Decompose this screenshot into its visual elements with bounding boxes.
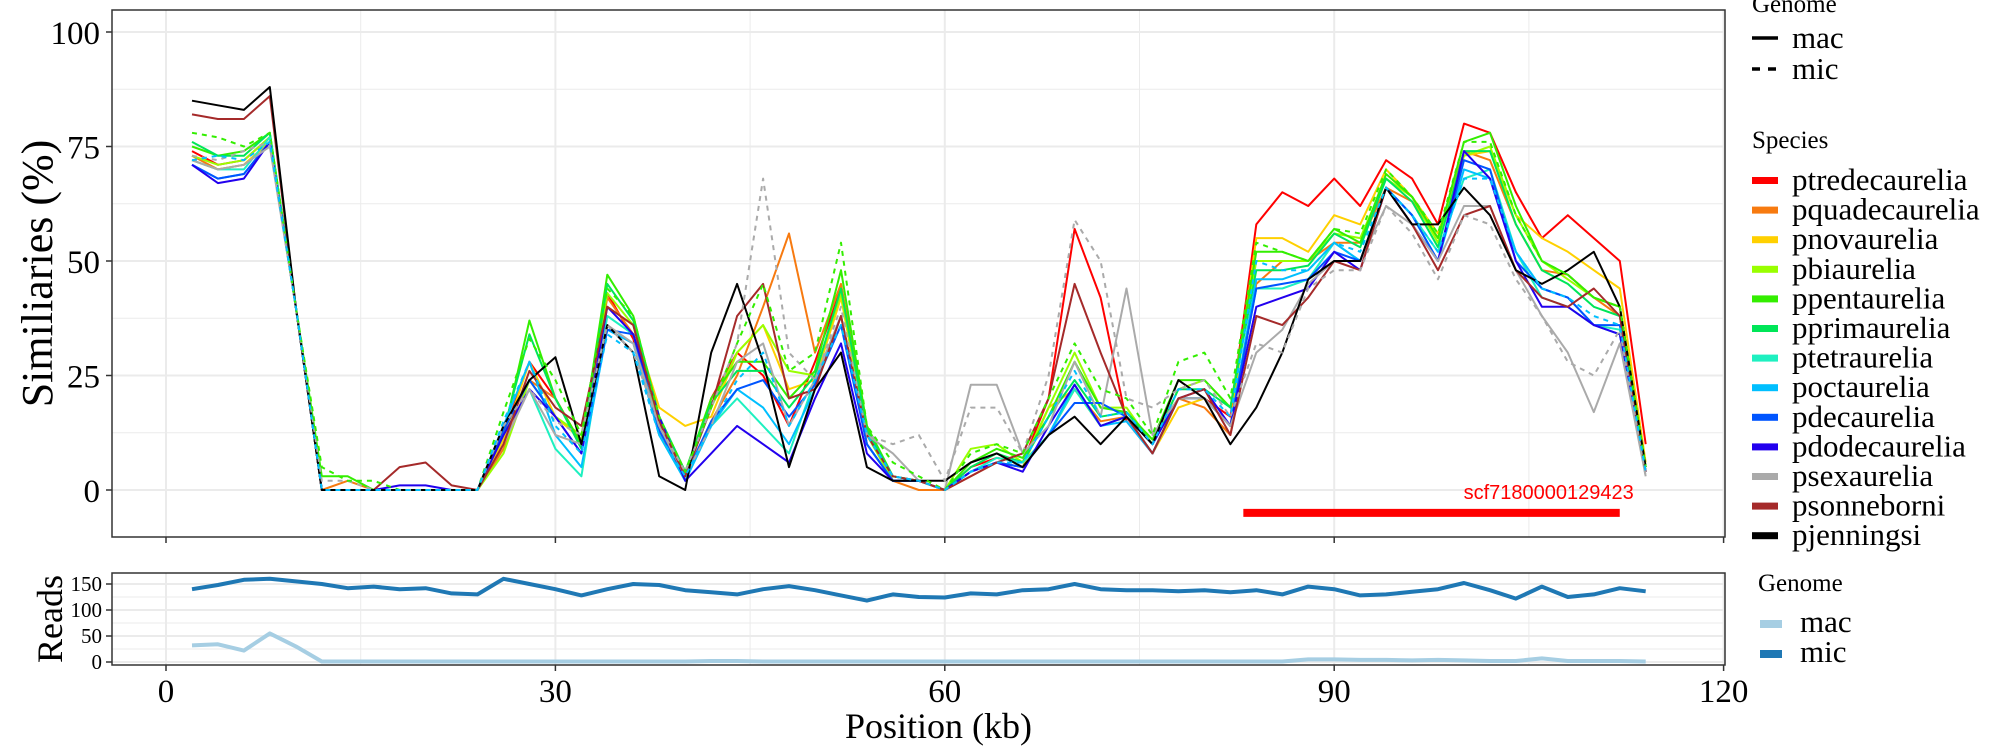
legend-species-title: Species xyxy=(1752,127,1828,154)
panel-background xyxy=(112,10,1725,537)
panel-border xyxy=(111,572,1726,666)
legend: GenomemacmicSpeciesptredecaureliapquadec… xyxy=(1752,0,1980,669)
y-tick-label: 25 xyxy=(67,360,100,396)
line-psexaurelia-mic xyxy=(191,140,1647,491)
legend-label-pprimaurelia: pprimaurelia xyxy=(1792,310,1951,345)
reads-panel xyxy=(112,573,1725,665)
legend-swatch-ppentaurelia xyxy=(1752,295,1778,303)
y-tick-label: 100 xyxy=(51,16,101,52)
y-tick-label: 75 xyxy=(67,131,100,167)
reads-line-mac xyxy=(191,631,1646,664)
legend-swatch-pdecaurelia xyxy=(1752,413,1778,421)
legend-reads-label-mac: mac xyxy=(1800,604,1852,639)
legend-label-mic: mic xyxy=(1792,51,1839,86)
y-axis-title: Similiaries (%) xyxy=(13,140,62,408)
legend-reads-swatch-mic xyxy=(1760,650,1782,658)
legend-label-ppentaurelia: ppentaurelia xyxy=(1792,280,1945,315)
y-tick-label: 0 xyxy=(84,474,101,510)
legend-swatch-pdodecaurelia xyxy=(1752,443,1778,451)
legend-label-pdecaurelia: pdecaurelia xyxy=(1792,399,1935,434)
x-tick-label: 120 xyxy=(1699,674,1749,710)
legend-swatch-pnovaurelia xyxy=(1752,236,1778,244)
legend-label-ptredecaurelia: ptredecaurelia xyxy=(1792,162,1968,197)
reads-y-tick-label: 50 xyxy=(81,624,102,648)
legend-label-psexaurelia: psexaurelia xyxy=(1792,458,1933,493)
x-tick-label: 30 xyxy=(539,674,572,710)
legend-label-pdodecaurelia: pdodecaurelia xyxy=(1792,428,1966,463)
legend-swatch-psonneborni xyxy=(1752,502,1778,510)
legend-swatch-ptredecaurelia xyxy=(1752,177,1778,184)
legend-label-ptetraurelia: ptetraurelia xyxy=(1792,340,1933,375)
annotation-label: scf7180000129423 xyxy=(1464,482,1634,504)
legend-reads-swatch-mac xyxy=(1760,620,1782,628)
legend-label-pbiaurelia: pbiaurelia xyxy=(1792,251,1916,286)
x-tick-label: 0 xyxy=(158,674,175,710)
reads-line-mic xyxy=(191,576,1646,603)
legend-swatch-poctaurelia xyxy=(1752,384,1778,392)
legend-swatch-psexaurelia xyxy=(1752,473,1778,480)
reads-y-tick-label: 150 xyxy=(71,572,103,596)
reads-y-tick-label: 0 xyxy=(92,650,103,674)
legend-label-psonneborni: psonneborni xyxy=(1792,488,1946,523)
reads-axis-title: Reads xyxy=(30,575,70,663)
legend-swatch-pjenningsi xyxy=(1752,532,1778,540)
legend-label-poctaurelia: poctaurelia xyxy=(1792,369,1930,404)
legend-label-pnovaurelia: pnovaurelia xyxy=(1792,221,1939,256)
similarity-panel: scf7180000129423 xyxy=(112,10,1725,537)
legend-swatch-pprimaurelia xyxy=(1752,325,1778,332)
x-tick-label: 60 xyxy=(928,674,961,710)
x-tick-label: 90 xyxy=(1318,674,1351,710)
legend-reads-title: Genome xyxy=(1758,570,1843,597)
panel-border xyxy=(111,9,1726,538)
legend-label-pquadecaurelia: pquadecaurelia xyxy=(1792,192,1980,227)
x-axis-title: Position (kb) xyxy=(845,706,1032,746)
reads-y-tick-label: 100 xyxy=(71,598,103,622)
legend-reads-label-mic: mic xyxy=(1800,634,1847,669)
y-tick-label: 50 xyxy=(67,245,100,281)
legend-swatch-pquadecaurelia xyxy=(1752,206,1778,214)
line-ppentaurelia-mic xyxy=(191,131,1647,491)
legend-label-pjenningsi: pjenningsi xyxy=(1792,517,1922,552)
legend-label-mac: mac xyxy=(1792,20,1844,55)
legend-genome-title: Genome xyxy=(1752,0,1837,18)
line-poctaurelia-mic xyxy=(191,140,1647,491)
legend-swatch-ptetraurelia xyxy=(1752,354,1778,362)
legend-swatch-pbiaurelia xyxy=(1752,265,1778,273)
